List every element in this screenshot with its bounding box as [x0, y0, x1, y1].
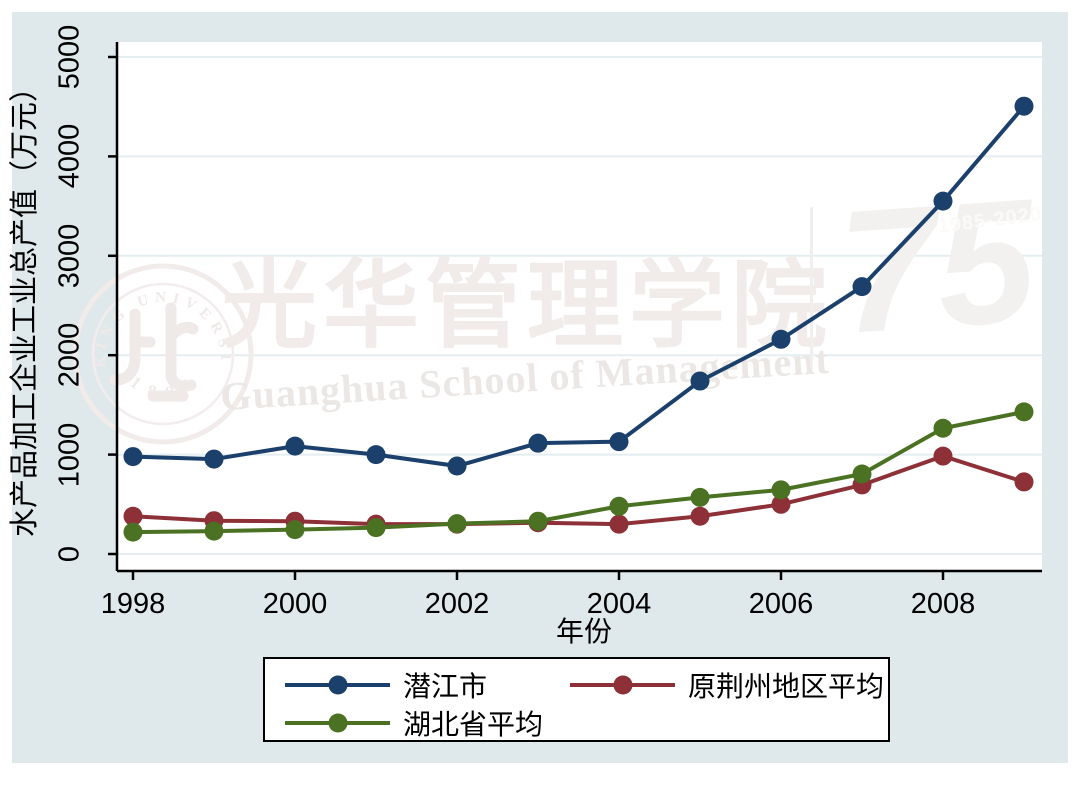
y-axis-title: 水产品加工企业工业总产值（万元）	[9, 72, 41, 538]
x-axis-title: 年份	[555, 616, 613, 647]
data-point	[447, 514, 467, 534]
data-point	[285, 520, 305, 540]
x-tick-label: 2008	[910, 588, 976, 620]
y-tick-label: 0	[53, 545, 86, 563]
legend-line-swatch	[285, 713, 390, 733]
data-point	[528, 433, 548, 453]
data-point	[609, 432, 629, 452]
y-tick-label: 3000	[53, 223, 86, 289]
data-point	[609, 496, 629, 516]
data-point	[1014, 402, 1034, 422]
gridlines-layer	[117, 56, 1042, 555]
legend-marker-dot	[613, 675, 632, 695]
data-point	[123, 506, 143, 526]
series-line-1	[132, 453, 1025, 527]
series-line-0	[132, 104, 1026, 469]
x-tick-label: 2000	[262, 588, 328, 620]
data-point	[852, 277, 872, 297]
y-tick-label: 2000	[53, 322, 86, 388]
legend-label: 潜江市	[403, 671, 488, 702]
data-point	[771, 480, 791, 500]
graph-region: PEKING UNIVERSITY 1 8 9 8 光华管理学院 Guanghu…	[9, 12, 1068, 763]
data-point	[933, 418, 953, 438]
legend-item-hubei-avg: 湖北省平均	[285, 706, 543, 740]
legend-line-swatch	[285, 675, 390, 695]
legend-item-qianjiang: 潜江市	[285, 668, 487, 702]
data-point	[204, 449, 224, 469]
axis-lines	[115, 42, 1042, 573]
plot-area	[117, 42, 1042, 571]
legend-label: 原荆州地区平均	[688, 671, 885, 702]
data-point	[690, 487, 710, 507]
data-point	[933, 191, 953, 211]
data-point	[447, 456, 467, 476]
data-point	[123, 522, 143, 542]
legend-marker-dot	[328, 713, 347, 733]
data-point	[123, 447, 143, 467]
data-point	[528, 511, 548, 531]
legend-marker-dot	[328, 675, 347, 695]
y-tick-label: 4000	[53, 124, 86, 189]
data-point	[933, 446, 953, 466]
data-point	[204, 521, 224, 541]
data-point	[366, 445, 386, 465]
legend-item-jingzhou-avg: 原荆州地区平均	[570, 668, 884, 702]
data-point	[771, 494, 791, 514]
data-point	[771, 329, 791, 349]
x-tick-label: 2006	[748, 588, 814, 620]
data-point	[690, 371, 710, 391]
data-point	[1014, 96, 1034, 116]
x-tick-label: 1998	[100, 588, 166, 620]
data-point	[366, 518, 386, 538]
legend-line-swatch	[570, 675, 675, 695]
x-tick-label: 2002	[424, 588, 490, 620]
y-tick-label: 5000	[53, 24, 86, 90]
chart-plot	[108, 42, 1042, 580]
data-point	[609, 514, 629, 534]
data-point	[285, 436, 305, 456]
legend-label: 湖北省平均	[403, 709, 544, 740]
x-tick-label: 2004	[586, 588, 652, 620]
data-point	[1014, 472, 1034, 492]
data-point	[690, 506, 710, 526]
data-point	[852, 464, 872, 484]
y-tick-label: 1000	[53, 422, 86, 487]
legend-box: 潜江市 原荆州地区平均 湖北省平均	[263, 657, 890, 742]
series-line-2	[132, 409, 1025, 535]
